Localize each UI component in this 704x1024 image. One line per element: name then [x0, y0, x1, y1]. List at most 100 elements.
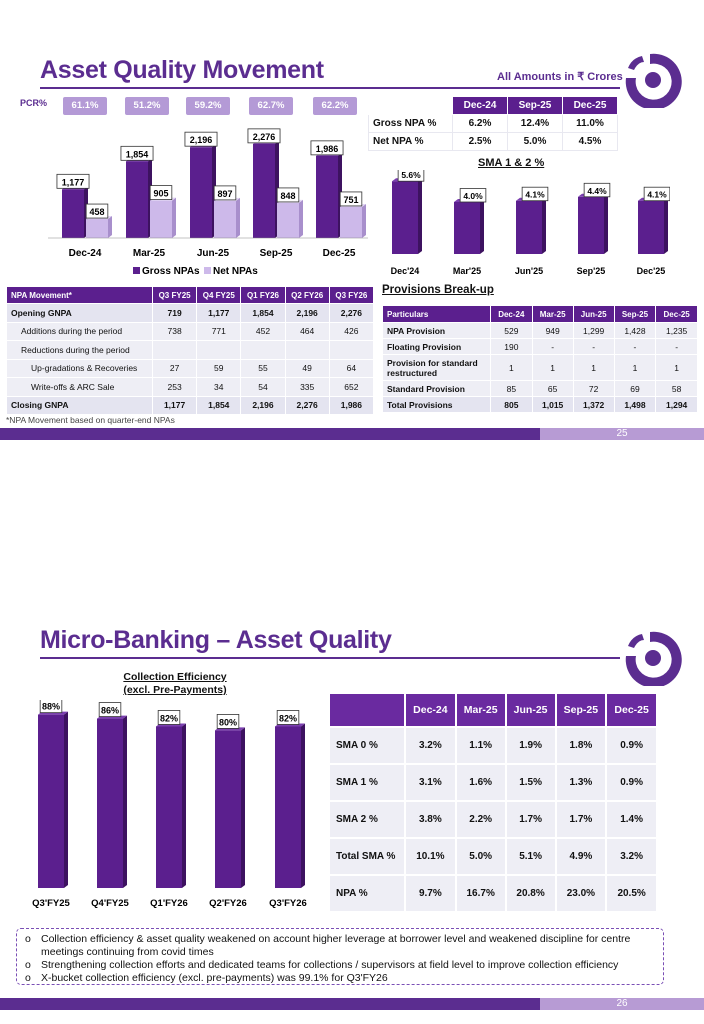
pcr-label: PCR%: [20, 98, 48, 108]
table-row: Closing GNPA 1,177 1,854 2,196 2,276 1,986: [6, 395, 375, 415]
table-cell: 4.5%: [561, 132, 619, 151]
table-cell: Total SMA %: [328, 837, 406, 876]
npa-bar-chart: 1,177 458 Dec-24 1,854 905 Mar-25 2,196 897 Jun-…: [48, 128, 368, 277]
collection-efficiency-chart: 88% Q3'FY25 86% Q4'FY25 82% Q1'FY26 80% Q2'FY26…: [32, 700, 307, 909]
table-header: Jun-25: [504, 692, 557, 728]
table-header: NPA Movement*: [6, 286, 153, 304]
x-tick-label: Mar'25: [453, 266, 481, 276]
legend-swatch: [133, 267, 140, 274]
table-cell: 1: [572, 354, 615, 381]
table-header: [328, 692, 406, 728]
bar: [638, 197, 668, 254]
bullet-marker-icon: o: [25, 933, 31, 945]
row-label: Up-gradations & Recoveries: [6, 358, 153, 378]
table-header: Dec-25: [605, 692, 658, 728]
bar: [340, 203, 366, 238]
table-cell: 3.1%: [404, 763, 457, 802]
svg-text:80%: 80%: [219, 717, 237, 727]
table-cell: Gross NPA %: [368, 114, 453, 133]
table-row: Total SMA % 10.1% 5.0% 5.1% 4.9% 3.2%: [328, 837, 658, 876]
table-cell: 1.9%: [504, 726, 557, 765]
bar: [277, 199, 303, 238]
bar: [126, 158, 152, 238]
table-cell: 69: [613, 380, 657, 397]
table-cell: 1.5%: [504, 763, 557, 802]
table-cell: 1: [613, 354, 657, 381]
npa-footnote: *NPA Movement based on quarter-end NPAs: [6, 415, 175, 425]
svg-text:1,177: 1,177: [62, 177, 85, 187]
gross-npa-label: 2,196: [184, 131, 218, 147]
sma-npa-table: Dec-24 Mar-25 Jun-25 Sep-25 Dec-25 SMA 0 % 3.…: [328, 692, 658, 913]
gross-npa-label: 1,854: [120, 145, 154, 161]
table-cell: 55: [240, 358, 286, 378]
svg-text:82%: 82%: [279, 713, 297, 723]
table-header: Mar-25: [454, 692, 507, 728]
x-tick-label: Q4'FY25: [91, 898, 129, 909]
table-cell: 3.2%: [605, 837, 658, 876]
table-row: Floating Provision 190- - - -: [382, 338, 698, 355]
svg-text:905: 905: [153, 189, 168, 199]
x-tick-label: Jun-25: [197, 248, 230, 259]
slide1-title: Asset Quality Movement: [40, 56, 324, 84]
ce-value-label: 82%: [157, 710, 181, 725]
table-cell: 719: [151, 303, 198, 323]
bar: [275, 723, 305, 888]
table-cell: 1: [490, 354, 533, 381]
bullet-text: Strengthening collection efforts and ded…: [41, 959, 619, 971]
bar: [214, 197, 240, 238]
title-underline-2: [40, 657, 620, 659]
table-cell: 3.8%: [404, 800, 457, 839]
net-npa-label: 905: [149, 185, 173, 200]
title-underline: [40, 87, 620, 89]
table-cell: 1.7%: [554, 800, 608, 839]
bar: [190, 144, 216, 238]
x-tick-label: Q1'FY26: [150, 898, 188, 909]
table-cell: SMA 1 %: [328, 763, 406, 802]
table-cell: 1.8%: [554, 726, 608, 765]
svg-text:5.6%: 5.6%: [401, 170, 421, 180]
bullet-marker-icon: o: [25, 959, 31, 971]
table-cell: 1,854: [240, 303, 286, 323]
table-cell: 2,196: [240, 395, 286, 415]
table-cell: 34: [196, 377, 242, 397]
table-cell: 58: [655, 380, 698, 397]
bullet-text: X-bucket collection efficiency (excl. pr…: [41, 972, 388, 984]
table-header: Jun-25: [572, 305, 615, 323]
table-header: Q2 FY26: [284, 286, 330, 304]
footer-bar-2: [0, 998, 540, 1010]
table-cell: 464: [284, 321, 330, 341]
ce-value-label: 80%: [216, 713, 240, 729]
svg-text:848: 848: [280, 191, 295, 201]
bar: [578, 193, 608, 254]
pcr-value: 62.2%: [313, 97, 357, 115]
footer-bar: [0, 428, 540, 440]
table-cell: 5.0%: [507, 132, 563, 151]
svg-text:751: 751: [343, 195, 358, 205]
sma-value-label: 4.4%: [583, 182, 611, 198]
bullet-box: o Collection efficiency & asset quality w…: [16, 928, 664, 985]
bullet-marker-icon: o: [25, 972, 31, 984]
table-header: [368, 96, 453, 115]
row-label: Total Provisions: [382, 396, 491, 413]
bar: [316, 152, 342, 238]
table-cell: 452: [240, 321, 286, 341]
table-cell: 12.4%: [507, 114, 563, 133]
pcr-value: 61.1%: [63, 97, 107, 115]
table-cell: 9.7%: [404, 874, 457, 913]
table-header: Sep-25: [507, 96, 563, 115]
table-header: Sep-25: [554, 692, 608, 728]
bar: [86, 216, 112, 238]
table-header: Dec-24: [404, 692, 457, 728]
table-header: Dec-25: [655, 305, 698, 323]
table-cell: 5.1%: [504, 837, 557, 876]
net-npa-label: 848: [276, 187, 300, 203]
table-cell: 2.2%: [454, 800, 507, 839]
table-cell: SMA 0 %: [328, 726, 406, 765]
table-cell: 1: [655, 354, 698, 381]
table-row: Net NPA % 2.5% 5.0% 4.5%: [368, 132, 619, 151]
gross-npa-label: 1,986: [310, 140, 344, 156]
gnpa-table: Dec-24 Sep-25 Dec-25 Gross NPA % 6.2% 12.4% 1…: [368, 96, 619, 151]
table-cell: SMA 2 %: [328, 800, 406, 839]
table-cell: 59: [196, 358, 242, 378]
table-header: Sep-25: [613, 305, 657, 323]
